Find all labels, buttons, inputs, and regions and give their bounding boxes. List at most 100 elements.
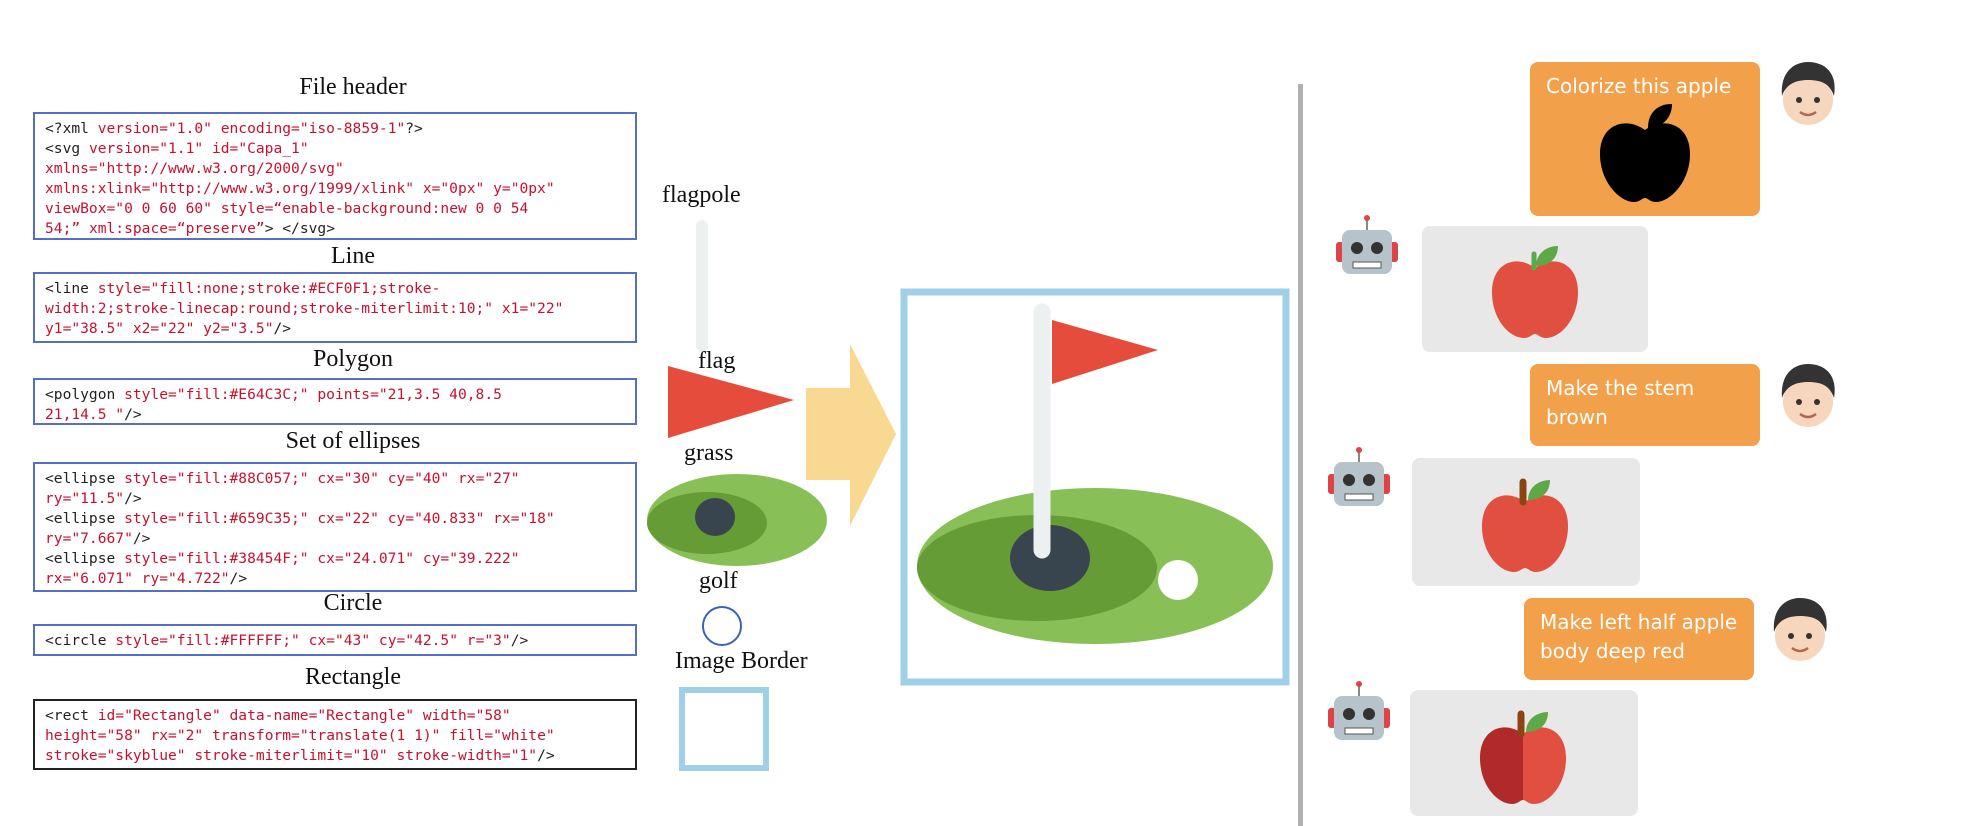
code-token: transform=	[203, 727, 300, 744]
code-token: y1=	[45, 320, 72, 337]
code-token: height=	[45, 727, 107, 744]
code-token: "0px"	[510, 180, 555, 197]
code-line: width:2;stroke-linecap:round;stroke-mite…	[45, 299, 627, 319]
code-token: "fill:#659C35;"	[176, 510, 309, 527]
composed-ball	[1158, 560, 1198, 600]
boy-avatar-icon	[1773, 598, 1827, 661]
section-title-line: Line	[331, 243, 375, 269]
code-token: <polygon	[45, 386, 125, 403]
code-token: xmlns:xlink=	[45, 180, 151, 197]
code-line: <circle style="fill:#FFFFFF;" cx="43" cy…	[45, 631, 627, 651]
code-token: data-name=	[220, 707, 318, 724]
vertical-divider	[1298, 84, 1303, 826]
robot-avatar-icon	[1336, 215, 1398, 274]
bot-bubble-2	[1412, 458, 1640, 586]
code-token: ry=	[45, 490, 72, 507]
composed-flag	[1052, 320, 1158, 384]
code-token: “preserve”	[176, 220, 265, 237]
black-apple-body	[1600, 123, 1690, 202]
code-token: xmlns=	[45, 160, 98, 177]
user-bubble-3: Make left half apple body deep red	[1524, 598, 1754, 680]
code-circle: <circle style="fill:#FFFFFF;" cx="43" cy…	[33, 624, 637, 656]
user-bubble-2: Make the stem brown	[1530, 364, 1760, 446]
code-token: x1=	[493, 300, 529, 317]
flag-shape	[668, 366, 794, 438]
code-token: />	[124, 406, 142, 423]
code-token: cy=	[378, 510, 415, 527]
code-token: y=	[484, 180, 511, 197]
robot-avatar-2	[1326, 446, 1392, 516]
boy-avatar-icon	[1781, 364, 1835, 427]
code-token: x2=	[124, 320, 160, 337]
code-token: "22"	[528, 300, 564, 317]
code-line: <ellipse style="fill:#88C057;" cx="30" c…	[45, 469, 627, 489]
code-token: id=	[97, 707, 125, 724]
code-token: "skyblue"	[106, 747, 186, 764]
user-message-2-text: Make the stem brown	[1546, 376, 1695, 429]
code-line: xmlns="http://www.w3.org/2000/svg"	[45, 159, 627, 179]
section-title-polygon: Polygon	[312, 346, 393, 372]
user-bubble-1: Colorize this apple	[1530, 62, 1760, 216]
code-token: version=	[97, 120, 169, 137]
code-token: "22"	[343, 510, 379, 527]
bot-bubble-3	[1410, 690, 1638, 816]
code-token: "Rectangle"	[124, 707, 221, 724]
user-avatar-3	[1768, 596, 1832, 668]
code-token: cx=	[308, 550, 344, 567]
code-token: cx=	[308, 470, 344, 487]
golf-shape	[702, 606, 742, 646]
combine-arrow	[806, 344, 896, 526]
code-token: <ellipse	[45, 510, 125, 527]
code-token: style=	[124, 550, 177, 567]
code-token: stroke=	[45, 747, 107, 764]
code-line: height="58" rx="2" transform="translate(…	[45, 726, 627, 746]
code-token: cx=	[299, 632, 335, 649]
code-token: <line	[45, 280, 98, 297]
user-message-1-text: Colorize this apple	[1546, 74, 1732, 98]
flag-polygon	[668, 366, 794, 438]
code-token: > </svg>	[264, 220, 335, 237]
code-token: <?xml	[45, 120, 98, 137]
code-token: "http://www.w3.org/1999/xlink"	[150, 180, 415, 197]
code-token: <ellipse	[45, 470, 125, 487]
code-token: "fill:none;stroke:#ECF0F1;stroke-	[150, 280, 441, 297]
code-line: <polygon style="fill:#E64C3C;" points="2…	[45, 385, 627, 405]
bot-bubble-1	[1422, 226, 1648, 352]
code-token: width=	[414, 707, 476, 724]
code-token: <ellipse	[45, 550, 125, 567]
code-line: y1="38.5" x2="22" y2="3.5"/>	[45, 319, 627, 339]
code-token: cy=	[378, 470, 415, 487]
code-token: <rect	[45, 707, 98, 724]
user-avatar-2	[1776, 362, 1840, 434]
code-token: "Capa_1"	[238, 140, 309, 157]
code-line: 21,14.5 "/>	[45, 405, 627, 423]
code-token: ry=	[45, 530, 72, 547]
code-token: />	[124, 490, 142, 507]
composed-golf-image	[900, 288, 1290, 686]
code-token: points=	[308, 386, 379, 403]
code-token: rx=	[449, 470, 485, 487]
arrow-polygon	[806, 344, 896, 526]
code-token: "1.0"	[168, 120, 212, 137]
red-apple-brown-stem-image	[1482, 478, 1568, 572]
code-token: fill=	[440, 727, 494, 744]
label-image-border: Image Border	[675, 648, 808, 674]
code-token: "58"	[475, 707, 511, 724]
hole-ellipse	[695, 498, 735, 536]
code-token: ry=	[132, 570, 169, 587]
code-token: <svg	[45, 140, 89, 157]
boy-avatar-icon	[1781, 62, 1835, 125]
code-token: "7.667"	[71, 530, 133, 547]
code-token: "fill:#FFFFFF;"	[168, 632, 300, 649]
golf-ball-circle	[702, 606, 742, 646]
code-token: cx=	[308, 510, 344, 527]
code-token: />	[229, 570, 248, 587]
code-token: “enable-background:new 0 0 54	[273, 200, 529, 217]
code-line: rx="6.071" ry="4.722"/>	[45, 569, 627, 589]
robot-avatar-icon	[1328, 447, 1390, 506]
code-line: ry="11.5"/>	[45, 489, 627, 509]
code-line: ry="7.667"/>	[45, 529, 627, 549]
composed-hole	[1010, 525, 1090, 591]
code-token: "0px"	[440, 180, 485, 197]
black-apple-leaf	[1648, 104, 1672, 128]
